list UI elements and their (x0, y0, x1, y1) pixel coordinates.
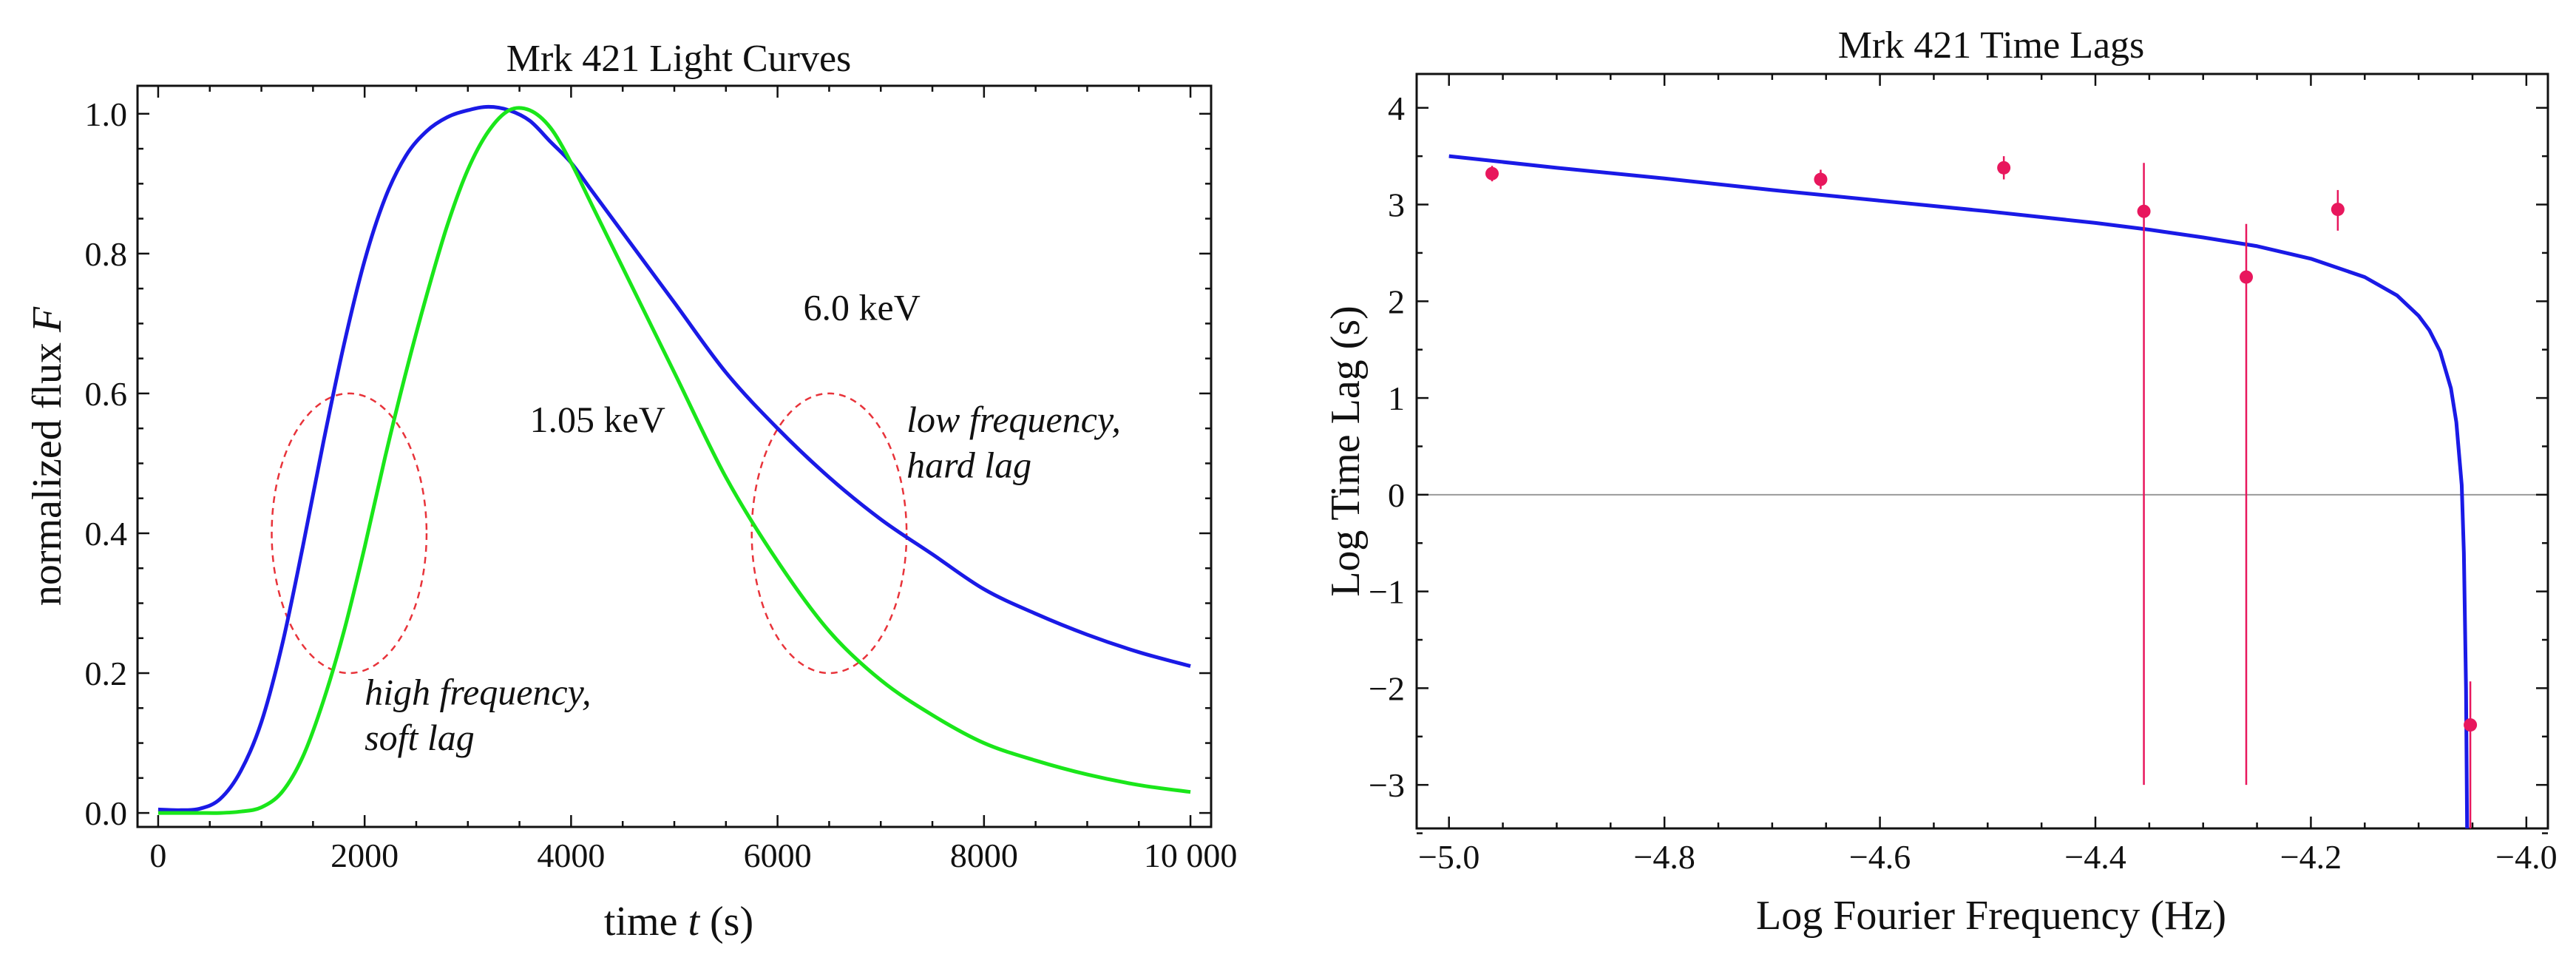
x-tick-label: −4.2 (2280, 838, 2342, 876)
dashed-ellipse (271, 392, 428, 675)
x-tick-label: 10 000 (1144, 837, 1238, 874)
time-lags-ticks: −5.0 −4.8 −4.6 −4.4 −4.2 −4.0 −3 −2 −1 0 1 2 3 4 (1369, 74, 2558, 876)
x-tick-label: −5.0 (1418, 838, 1479, 876)
y-tick-label: 2 (1388, 283, 1405, 320)
annotation-label: 1.05 keV (530, 399, 665, 440)
light-curves-plot-frame (136, 84, 1213, 828)
y-tick-label: 1 (1388, 379, 1405, 417)
annotation-label: soft lag (365, 717, 475, 758)
data-point (1997, 161, 2011, 175)
time-lags-data-points (1485, 156, 2478, 828)
dashed-ellipse (750, 392, 908, 675)
y-tick-label: 3 (1388, 186, 1405, 224)
data-point (2331, 203, 2345, 217)
annotation-label: low frequency, (906, 399, 1121, 440)
series-line-1-05-kev (157, 106, 1191, 815)
y-tick-label: −3 (1369, 766, 1405, 804)
y-tick-label: 0 (1388, 476, 1405, 514)
time-lags-title: Mrk 421 Time Lags (1838, 24, 2145, 67)
x-tick-label: 6000 (744, 837, 812, 874)
y-tick-label: 0.0 (85, 794, 128, 832)
model-curve-line (1448, 154, 2470, 829)
time-lags-chart: Mrk 421 Time Lags −5.0 −4.8 −4.6 −4.4 −4.2 −4… (1323, 24, 2558, 939)
light-curves-ticks: 0 2000 4000 6000 8000 10 000 0.0 0.2 0.4 0.6 0.8 1.… (85, 86, 1238, 874)
x-tick-label: 2000 (331, 837, 399, 874)
y-tick-label: 1.0 (85, 95, 128, 133)
y-tick-label: 0.2 (85, 655, 128, 692)
data-point (1814, 172, 1828, 186)
annotation-label: hard lag (906, 444, 1031, 485)
x-tick-label: −4.8 (1633, 838, 1695, 876)
x-tick-label: −4.4 (2064, 838, 2126, 876)
series-line-6-0-kev (157, 104, 1191, 812)
x-tick-label: 0 (149, 837, 166, 874)
y-tick-label: −2 (1369, 669, 1405, 707)
data-point (2240, 270, 2253, 284)
y-tick-label: 4 (1388, 89, 1405, 127)
x-tick-label: 8000 (950, 837, 1018, 874)
annotation-label: 6.0 keV (804, 287, 921, 328)
y-tick-label: 0.8 (85, 235, 128, 273)
x-tick-label: 4000 (537, 837, 605, 874)
x-tick-label: −4.6 (1849, 838, 1911, 876)
y-tick-label: 0.4 (85, 515, 128, 553)
annotation-label: high frequency, (365, 672, 591, 713)
light-curves-series (157, 104, 1191, 815)
time-lags-model-curve (1448, 154, 2470, 829)
data-point (2137, 204, 2151, 218)
x-tick-label: −4.0 (2495, 838, 2557, 876)
light-curves-annotations: 6.0 keV 1.05 keV low frequency,hard lag hig… (365, 287, 1121, 758)
light-curves-y-axis-label: normalized flux F (24, 306, 70, 606)
light-curves-title: Mrk 421 Light Curves (506, 38, 852, 80)
light-curves-x-axis-label: time t (s) (604, 899, 753, 945)
time-lags-y-axis-label: Log Time Lag (s) (1323, 305, 1369, 597)
y-tick-label: 0.6 (85, 375, 128, 413)
time-lags-plot-frame (1415, 72, 2549, 830)
light-curves-ellipses (271, 392, 908, 675)
data-point (2464, 718, 2478, 732)
y-tick-label: −1 (1369, 573, 1405, 611)
light-curves-chart: Mrk 421 Light Curves 0 2000 4000 6000 8000 10… (24, 38, 1237, 945)
data-point (1485, 166, 1499, 180)
time-lags-x-axis-label: Log Fourier Frequency (Hz) (1756, 893, 2226, 939)
